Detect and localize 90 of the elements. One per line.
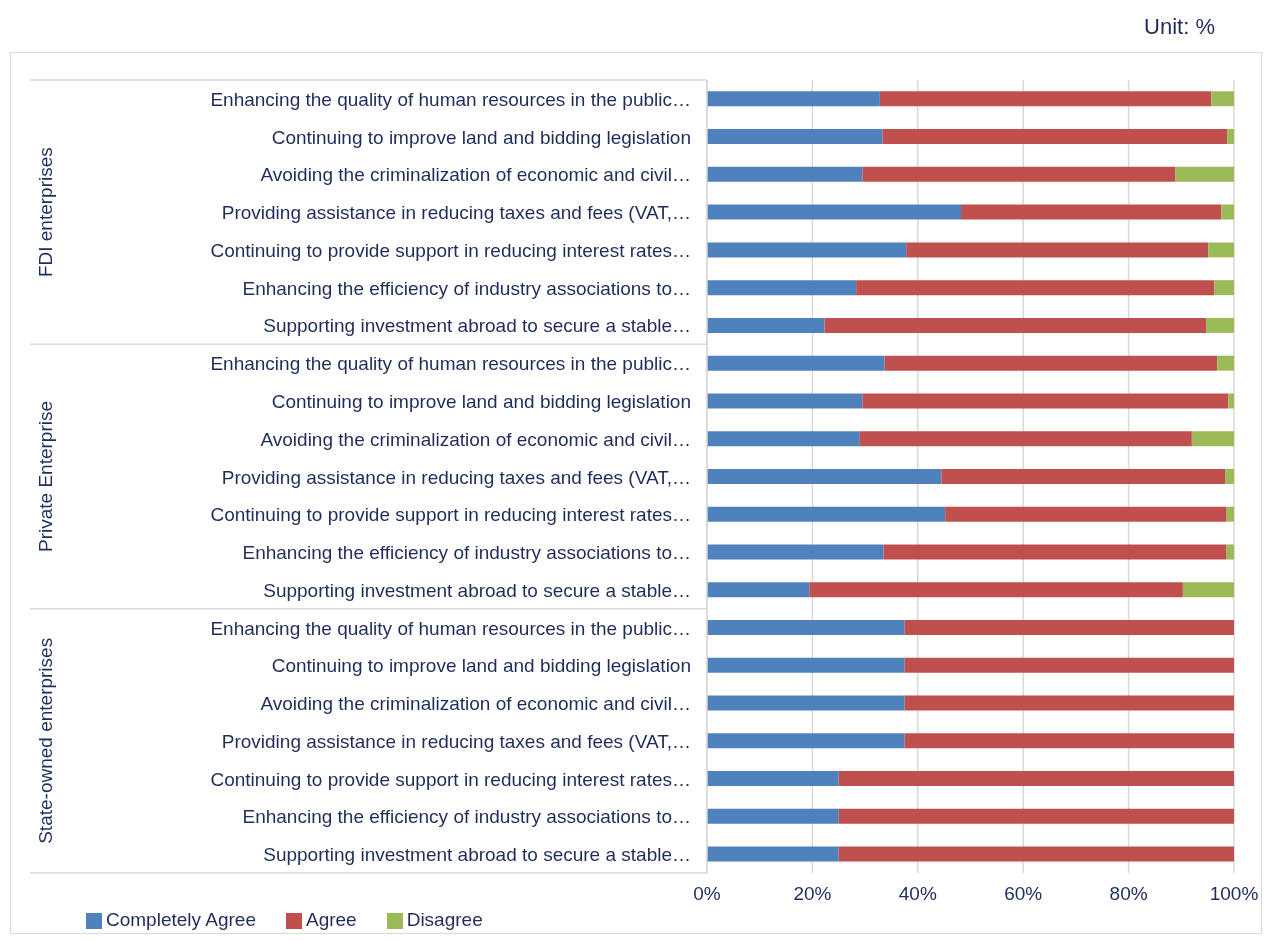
bar <box>707 280 857 296</box>
y-tick-label: Supporting investment abroad to secure a stable… <box>263 315 691 337</box>
x-tick-label: 80% <box>1109 883 1148 905</box>
bar <box>707 582 810 598</box>
y-tick-label: Avoiding the criminalization of economic and civil… <box>260 164 691 186</box>
bar <box>838 846 1234 862</box>
bar <box>904 733 1234 749</box>
y-tick-label: Avoiding the criminalization of economic and civil… <box>260 693 691 715</box>
bar <box>707 91 880 107</box>
bar <box>707 733 905 749</box>
text: State-owned enterprises <box>35 637 56 844</box>
bar <box>1226 506 1234 522</box>
bar <box>882 129 1228 145</box>
y-tick-label: Continuing to improve land and bidding legislation <box>271 126 691 148</box>
bar <box>1191 431 1234 447</box>
bar <box>838 771 1234 787</box>
x-tick-label: 40% <box>898 883 937 905</box>
bar <box>961 204 1222 220</box>
bar <box>883 544 1227 560</box>
bar <box>707 204 962 220</box>
y-tick-label: Enhancing the efficiency of industry associations to… <box>242 806 691 828</box>
y-tick-label: Enhancing the quality of human resources in the public… <box>210 617 691 639</box>
bar <box>862 166 1176 182</box>
bar <box>1214 280 1234 296</box>
bar <box>707 657 905 673</box>
x-tick-label: 60% <box>1004 883 1043 905</box>
bar <box>707 129 883 145</box>
y-tick-label: Continuing to provide support in reducing interest rates… <box>210 239 691 261</box>
bar <box>707 355 885 371</box>
bar <box>707 620 905 635</box>
bar <box>904 657 1234 673</box>
bar <box>1225 468 1234 484</box>
bar <box>707 393 863 409</box>
bar <box>906 242 1209 258</box>
legend-label: Completely Agree <box>106 909 256 930</box>
bar <box>904 620 1234 635</box>
y-tick-label: Enhancing the quality of human resources in the public… <box>210 353 691 375</box>
bar <box>1175 166 1234 182</box>
bar <box>707 544 884 560</box>
y-tick-label: Continuing to provide support in reducing interest rates… <box>210 504 691 526</box>
bar <box>1227 129 1234 145</box>
bar <box>707 166 863 182</box>
bar <box>859 431 1192 447</box>
y-tick-label: Enhancing the efficiency of industry associations to… <box>242 277 691 299</box>
x-tick-label: 0% <box>693 883 721 905</box>
bar <box>1182 582 1234 598</box>
y-tick-label: Providing assistance in reducing taxes and fees (VAT,… <box>221 202 691 224</box>
y-tick-label: Avoiding the criminalization of economic and civil… <box>260 428 691 450</box>
bar <box>707 846 839 862</box>
bar <box>707 771 839 787</box>
legend-label: Disagree <box>406 909 483 930</box>
bar <box>856 280 1215 296</box>
bar <box>707 695 905 711</box>
y-tick-label: Continuing to improve land and bidding legislation <box>271 390 691 412</box>
bar <box>904 695 1234 711</box>
x-tick-label: 100% <box>1209 883 1259 905</box>
y-tick-label: Continuing to improve land and bidding legislation <box>271 655 691 677</box>
text: Unit: % <box>1144 14 1215 40</box>
bar <box>1211 91 1234 107</box>
bar <box>707 317 825 333</box>
bar <box>884 355 1218 371</box>
text: Private Enterprise <box>35 400 56 553</box>
bar <box>941 468 1226 484</box>
bar <box>707 431 860 447</box>
y-tick-label: Supporting investment abroad to secure a stable… <box>263 579 691 601</box>
x-tick-label: 20% <box>793 883 832 905</box>
bar <box>707 242 907 258</box>
bar <box>1228 393 1234 409</box>
y-tick-label: Supporting investment abroad to secure a stable… <box>263 844 691 866</box>
bar <box>1208 242 1234 258</box>
bar <box>1226 544 1234 560</box>
bar <box>707 808 839 824</box>
y-tick-label: Providing assistance in reducing taxes and fees (VAT,… <box>221 466 691 488</box>
bar <box>838 808 1234 824</box>
y-tick-label: Continuing to provide support in reducing interest rates… <box>210 768 691 790</box>
bar <box>1221 204 1234 220</box>
bar <box>1206 317 1234 333</box>
y-tick-label: Providing assistance in reducing taxes and fees (VAT,… <box>221 730 691 752</box>
bar <box>945 506 1227 522</box>
bar <box>1217 355 1234 371</box>
bar <box>707 468 942 484</box>
y-tick-label: Enhancing the quality of human resources in the public… <box>210 88 691 110</box>
text: FDI enterprises <box>35 147 56 278</box>
bar <box>707 506 946 522</box>
bar <box>879 91 1212 107</box>
bar <box>809 582 1183 598</box>
bar <box>862 393 1229 409</box>
bar <box>824 317 1207 333</box>
legend-label: Agree <box>305 909 357 930</box>
y-tick-label: Enhancing the efficiency of industry associations to… <box>242 542 691 564</box>
